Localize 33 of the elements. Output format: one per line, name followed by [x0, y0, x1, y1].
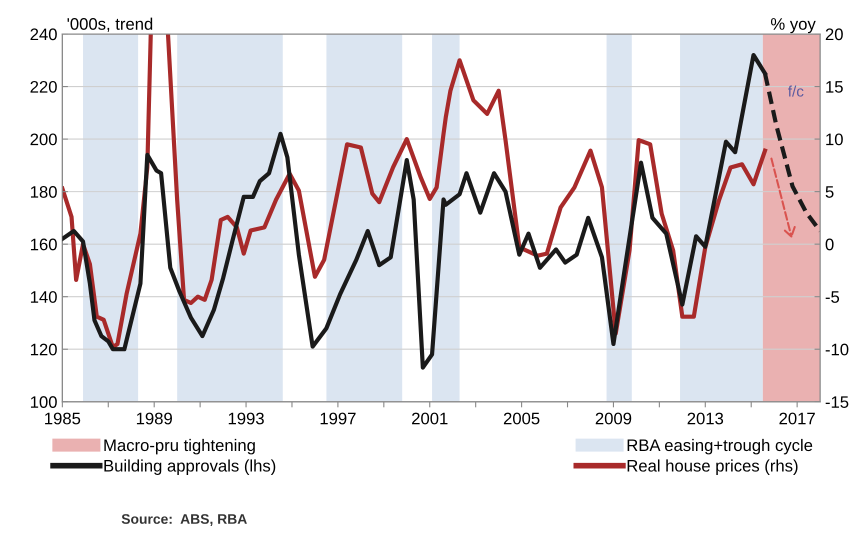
legend-label: RBA easing+trough cycle [628, 438, 812, 454]
y2-tick-label: 20 [826, 28, 843, 40]
y-tick-label: 100 [30, 396, 57, 408]
source-note: Source: ABS, RBA [122, 514, 247, 526]
y-tick-label: 140 [30, 291, 57, 303]
x-tick-label: 2005 [504, 412, 540, 424]
x-tick-label: 1989 [136, 412, 172, 424]
y2-tick-label: -10 [826, 344, 848, 356]
y2-tick-label: -5 [826, 291, 840, 303]
y-tick-label: 120 [30, 344, 57, 356]
x-tick-label: 2013 [688, 412, 724, 424]
y-tick-label: 180 [30, 186, 57, 198]
annotation: f/c [788, 85, 804, 97]
y-axis-title: '000s, trend [68, 18, 152, 32]
x-tick-label: 1985 [45, 412, 80, 424]
y2-axis-title: % yoy [770, 18, 816, 34]
y2-tick-label: 0 [826, 238, 834, 250]
y2-tick-label: -15 [826, 396, 848, 408]
y-tick-label: 200 [30, 133, 57, 146]
y2-tick-label: 5 [826, 186, 834, 198]
y-tick-label: 240 [30, 28, 57, 40]
legend-label: Building approvals (lhs) [104, 459, 276, 475]
x-tick-label: 2017 [779, 412, 815, 424]
x-tick-label: 1997 [320, 412, 356, 424]
x-tick-label: 1993 [228, 412, 264, 424]
y2-tick-label: 10 [826, 133, 843, 146]
x-tick-label: 2009 [596, 412, 632, 424]
legend-label: Real house prices (rhs) [628, 459, 798, 475]
legend-label: Macro-pru tightening [104, 438, 255, 454]
y-tick-label: 220 [30, 80, 57, 93]
x-tick-label: 2001 [412, 412, 448, 424]
y2-tick-label: 15 [826, 81, 843, 93]
y-tick-label: 160 [30, 238, 57, 250]
